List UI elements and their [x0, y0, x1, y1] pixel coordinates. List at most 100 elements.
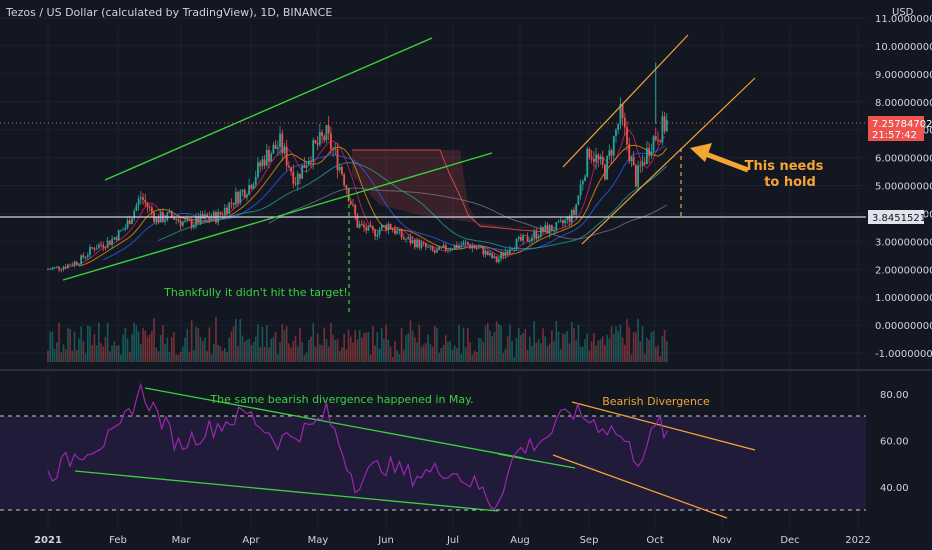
volume-bar: [341, 347, 343, 362]
candle-body: [482, 246, 485, 255]
candle-body: [409, 237, 412, 244]
time-tick-label: 2022: [845, 535, 870, 546]
candle-body: [630, 156, 633, 162]
volume-bar: [197, 328, 200, 362]
candle-body: [120, 229, 122, 231]
candle-body: [650, 151, 653, 156]
volume-bar: [584, 339, 586, 362]
volume-bar: [643, 353, 646, 362]
volume-bar: [533, 321, 535, 362]
volume-bar: [89, 326, 91, 362]
volume-bar: [389, 346, 392, 362]
volume-bar: [210, 353, 213, 362]
candle-body: [575, 204, 578, 215]
candle-body: [201, 213, 204, 219]
channel-lower-green[interactable]: [62, 152, 493, 281]
candle-body: [493, 256, 496, 259]
channel-lower-orange[interactable]: [581, 77, 756, 245]
volume-bar: [319, 344, 321, 362]
rsi-axis[interactable]: 80.00 60.00 40.00: [880, 390, 909, 494]
volume-bar: [601, 336, 604, 362]
volume-bar: [235, 318, 237, 362]
volume-bar: [522, 332, 524, 362]
volume-bar: [292, 341, 295, 362]
rsi-upper-green[interactable]: [144, 387, 524, 459]
time-tick-label: Aug: [510, 535, 530, 546]
time-axis[interactable]: 2021 Feb Mar Apr May Jun Jul Aug Sep Oct Nov Dec 202…: [34, 535, 871, 546]
candle-body: [564, 219, 567, 224]
candle-body: [263, 159, 266, 166]
current-price-value: 7.25784702: [872, 119, 932, 130]
candle-body: [508, 249, 511, 254]
volume-bar: [575, 340, 577, 362]
candle-body: [475, 248, 478, 249]
chart-title: Tezos / US Dollar (calculated by Trading…: [5, 6, 332, 19]
volume-bar: [95, 345, 98, 362]
candle-body: [365, 227, 368, 231]
candle-body: [323, 136, 326, 141]
candle-body: [321, 132, 323, 137]
volume-bar: [593, 333, 595, 362]
moving-average-line: [158, 162, 668, 250]
volume-bar: [208, 327, 211, 362]
rsi-lower-green[interactable]: [74, 470, 499, 512]
rsi-upper-orange[interactable]: [571, 401, 756, 451]
candle-body: [595, 154, 597, 162]
candle-body: [142, 197, 144, 200]
support-value: 3.84515211: [872, 213, 932, 224]
candle-body: [190, 220, 193, 228]
volume-bar: [639, 341, 642, 362]
volume-bar: [263, 346, 266, 362]
cloud-edge: [352, 149, 549, 233]
candle-body: [367, 225, 370, 231]
volume-bar: [120, 354, 122, 362]
volume-bar: [86, 325, 89, 362]
candle-body: [84, 256, 87, 258]
candle-body: [592, 158, 595, 162]
volume-bar: [511, 340, 513, 362]
candle-body: [539, 227, 542, 237]
candle-body: [195, 216, 197, 225]
candle-body: [537, 236, 540, 239]
candle-body: [626, 127, 628, 145]
candle-body: [329, 133, 332, 149]
volume-bar: [387, 339, 390, 362]
candle-body: [173, 216, 175, 220]
volume-bar: [206, 351, 208, 362]
volume-bar: [621, 337, 624, 362]
candle-body: [385, 225, 388, 231]
volume-bar: [82, 341, 85, 362]
candle-body: [643, 162, 646, 164]
volume-bar: [237, 346, 239, 362]
volume-bar: [422, 344, 425, 362]
channel-upper-green[interactable]: [104, 37, 433, 181]
volume-bar: [378, 348, 381, 362]
channel-upper-orange[interactable]: [562, 34, 689, 168]
candle-body: [515, 238, 518, 249]
volume-bar: [394, 340, 396, 362]
volume-bar: [555, 320, 558, 362]
volume-bar: [504, 348, 507, 362]
candle-body: [646, 147, 648, 164]
volume-bar: [409, 320, 412, 362]
candle-body: [166, 212, 169, 220]
volume-bar: [47, 350, 49, 362]
volume-bar: [232, 326, 235, 362]
candle-body: [504, 251, 507, 257]
volume-bar: [663, 329, 666, 362]
volume-bar: [414, 337, 416, 362]
rsi-lower-orange[interactable]: [552, 454, 728, 519]
volume-bar: [115, 345, 118, 362]
volume-bar: [182, 346, 184, 362]
volume-bar: [254, 336, 257, 362]
candle-body: [287, 165, 290, 168]
candle-body: [310, 161, 312, 162]
volume-bar: [666, 340, 668, 362]
volume-bar: [219, 346, 222, 362]
candle-body: [462, 242, 465, 246]
volume-bar: [217, 345, 219, 362]
volume-bar: [564, 334, 566, 362]
candle-body: [318, 132, 321, 145]
candle-body: [528, 240, 531, 242]
